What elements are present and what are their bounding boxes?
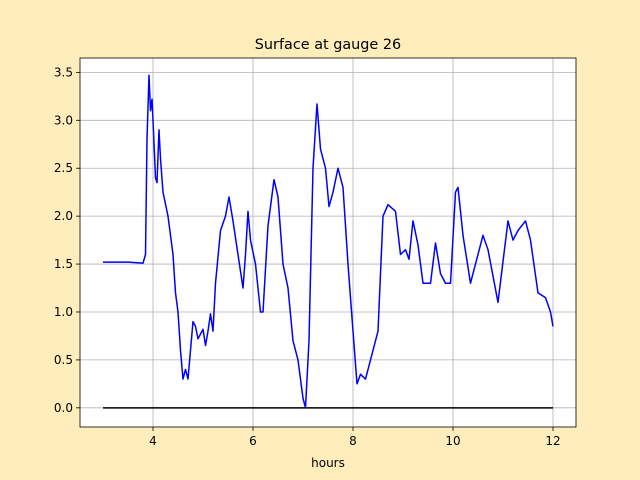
y-tick-label: 1.0	[54, 305, 73, 319]
series-line	[103, 74, 554, 409]
x-axis-label: hours	[311, 456, 345, 470]
chart-title: Surface at gauge 26	[255, 37, 401, 53]
y-tick-label: 0.0	[54, 401, 73, 415]
axes-frame	[79, 57, 577, 428]
y-tick-label: 3.0	[54, 113, 73, 127]
y-tick-label: 1.5	[54, 257, 73, 271]
y-tick-label: 3.5	[54, 65, 73, 79]
x-tick-label: 12	[545, 434, 560, 448]
x-tick-label: 10	[445, 434, 460, 448]
y-tick-label: 2.0	[54, 209, 73, 223]
plot	[80, 58, 576, 427]
y-tick-label: 0.5	[54, 353, 73, 367]
y-tick-label: 2.5	[54, 161, 73, 175]
x-tick-label: 4	[149, 434, 157, 448]
plot-area	[80, 58, 576, 427]
x-tick-label: 6	[249, 434, 257, 448]
x-tick-label: 8	[349, 434, 357, 448]
